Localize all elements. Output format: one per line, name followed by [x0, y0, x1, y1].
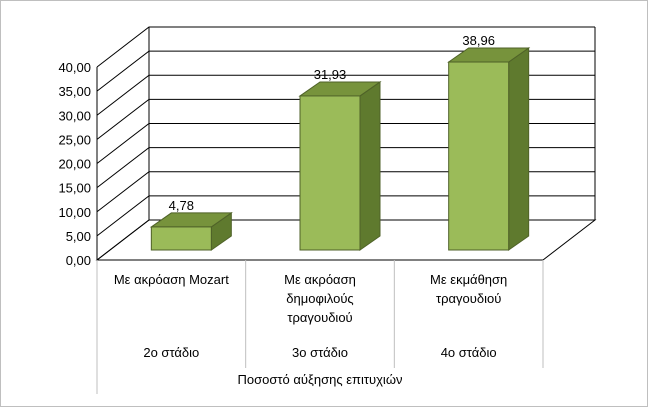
- y-tick-label: 20,00: [58, 157, 91, 172]
- stage-label: 3ο στάδιο: [292, 345, 348, 360]
- y-tick-label: 10,00: [58, 205, 91, 220]
- category-label: τραγουδιού: [436, 291, 501, 306]
- y-tick-label: 15,00: [58, 181, 91, 196]
- data-label: 31,93: [314, 67, 347, 82]
- category-label: Με ακρόαση: [284, 272, 356, 287]
- stage-label: 2ο στάδιο: [143, 345, 199, 360]
- y-tick-label: 40,00: [58, 60, 91, 75]
- bar-front: [448, 61, 510, 251]
- bar-side: [508, 47, 530, 251]
- data-label: 4,78: [169, 198, 194, 213]
- category-label: Με ακρόαση Mozart: [114, 272, 229, 287]
- y-tick-label: 0,00: [66, 253, 91, 268]
- y-tick-label: 35,00: [58, 84, 91, 99]
- category-label: τραγουδιού: [287, 310, 352, 325]
- category-label: δημοφιλούς: [286, 291, 353, 306]
- y-tick-label: 5,00: [66, 229, 91, 244]
- bar-1: [149, 211, 233, 251]
- bar-front: [150, 226, 212, 251]
- y-tick-label: 30,00: [58, 108, 91, 123]
- stage-label: 4ο στάδιο: [441, 345, 497, 360]
- bar-front: [299, 95, 361, 251]
- bar-3: [447, 47, 531, 251]
- group-label: Ποσοστό αύξησης επιτυχιών: [238, 372, 403, 387]
- bar-side: [359, 80, 381, 251]
- bar-2: [298, 80, 382, 251]
- y-tick-label: 25,00: [58, 132, 91, 147]
- data-label: 38,96: [462, 33, 495, 48]
- category-label: Με εκμάθηση: [430, 272, 507, 287]
